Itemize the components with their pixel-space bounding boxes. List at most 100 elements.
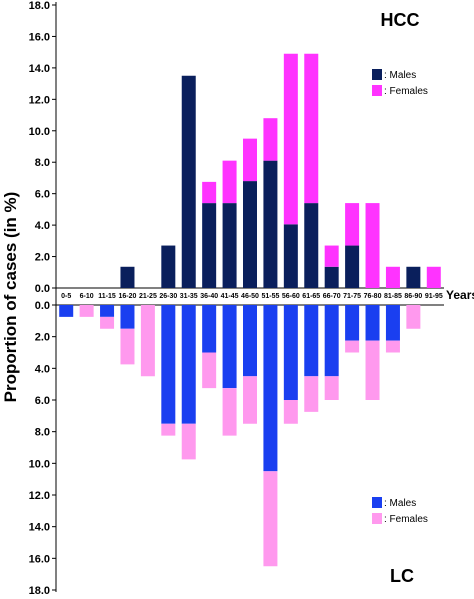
x-tick-label: 91-95 <box>425 293 443 300</box>
bottom-y-tick-label: 8.0 <box>35 427 50 439</box>
lc-legend-swatch-1 <box>372 513 382 524</box>
lc-bar-females <box>243 376 257 424</box>
hcc-bar-males <box>345 245 360 288</box>
x-tick-label: 36-40 <box>200 293 218 300</box>
top-y-tick-label: 8.0 <box>35 157 50 169</box>
legend-layer: : Males : Females : Males : Females <box>372 69 428 525</box>
lc-bar-males <box>283 305 298 400</box>
hcc-bar-females <box>202 181 217 204</box>
x-tick-label: 11-15 <box>98 293 116 300</box>
lc-bar-females <box>324 376 339 400</box>
lc-bar-males <box>120 305 135 329</box>
hcc-bar-females <box>304 53 319 204</box>
y-axis-label: Proportion of cases (in %) <box>1 192 20 403</box>
x-tick-label: 46-50 <box>241 293 259 300</box>
hcc-bar-males <box>304 203 319 288</box>
lc-bar-males <box>59 305 74 317</box>
lc-bar-males <box>243 305 257 377</box>
bottom-y-tick-label: 16.0 <box>29 553 50 565</box>
x-tick-label: 76-80 <box>364 293 382 300</box>
bottom-y-tick-label: 14.0 <box>29 522 50 534</box>
x-tick-label: 81-85 <box>384 293 402 300</box>
hcc-bar-males <box>406 266 421 288</box>
lc-bar-males <box>304 305 319 377</box>
lc-bar-females <box>304 376 319 412</box>
x-tick-label: 66-70 <box>323 293 341 300</box>
lc-bar-females <box>345 340 360 353</box>
lc-bar-females <box>100 316 115 329</box>
chart-title-lc: LC <box>390 566 414 586</box>
labels-layer: 0.0 2.0 4.0 6.0 8.0 10.0 12.0 14.0 16.0 18.0 0.0 2.… <box>29 0 443 597</box>
lc-bar-males <box>202 305 217 353</box>
chart-title-hcc: HCC <box>381 10 420 30</box>
hcc-bar-males <box>263 160 278 288</box>
lc-bar-males <box>345 305 360 341</box>
hcc-legend-swatch-0 <box>372 69 382 80</box>
lc-bar-females <box>79 305 94 317</box>
hcc-legend-swatch-1 <box>372 85 382 96</box>
lc-bar-females <box>263 471 278 567</box>
hcc-bar-females <box>283 53 298 225</box>
hcc-bar-males <box>324 266 339 288</box>
bottom-y-tick-label: 18.0 <box>29 585 50 594</box>
bottom-y-tick-label: 4.0 <box>35 363 50 375</box>
hcc-legend-label-1: : Females <box>384 86 428 97</box>
lc-legend-swatch-0 <box>372 497 382 508</box>
x-tick-label: 41-45 <box>221 293 239 300</box>
hcc-bar-females <box>345 203 360 246</box>
hcc-bar-females <box>263 118 278 161</box>
hcc-bar-females <box>426 266 441 288</box>
x-tick-label: 21-25 <box>139 293 157 300</box>
x-tick-label: 61-65 <box>302 293 320 300</box>
x-tick-label: 6-10 <box>80 293 94 300</box>
hcc-bar-females <box>385 266 400 288</box>
lc-bar-males <box>385 305 400 341</box>
top-y-tick-label: 16.0 <box>29 31 50 43</box>
lc-bar-males <box>365 305 380 341</box>
x-tick-label: 0-5 <box>61 293 71 300</box>
bottom-y-tick-label: 6.0 <box>35 395 50 407</box>
x-tick-label: 56-60 <box>282 293 300 300</box>
top-y-tick-label: 2.0 <box>35 252 50 264</box>
bottom-y-tick-label: 2.0 <box>35 332 50 344</box>
hcc-bar-males <box>222 203 237 288</box>
hcc-bar-males <box>120 266 135 288</box>
top-y-tick-label: 18.0 <box>29 0 50 12</box>
x-tick-label: 51-55 <box>261 293 279 300</box>
lc-bar-males <box>222 305 237 389</box>
hcc-bar-females <box>324 245 339 267</box>
hcc-bar-females <box>243 138 257 182</box>
top-y-tick-label: 10.0 <box>29 126 50 138</box>
lc-bar-females <box>222 388 237 436</box>
x-tick-label: 31-35 <box>180 293 198 300</box>
lc-legend-label-1: : Females <box>384 514 428 525</box>
lc-bar-males <box>263 305 278 472</box>
bars-layer <box>59 53 441 567</box>
hcc-bar-females <box>222 160 237 204</box>
x-axis-label: Years <box>446 288 474 302</box>
hcc-bar-females <box>365 203 380 288</box>
hcc-bar-males <box>181 75 196 288</box>
lc-bar-females <box>120 328 135 365</box>
lc-bar-females <box>181 423 196 460</box>
hcc-bar-males <box>161 245 176 288</box>
bottom-y-tick-label: 10.0 <box>29 458 50 470</box>
top-y-tick-label: 12.0 <box>29 94 50 106</box>
bottom-y-tick-label: 0.0 <box>35 300 50 312</box>
lc-bar-females <box>385 340 400 353</box>
hcc-legend-label-0: : Males <box>384 70 416 81</box>
x-tick-label: 86-90 <box>404 293 422 300</box>
bottom-y-tick-label: 12.0 <box>29 490 50 502</box>
lc-bar-females <box>140 305 155 377</box>
top-y-tick-label: 4.0 <box>35 220 50 232</box>
lc-bar-males <box>100 305 115 317</box>
lc-bar-females <box>202 352 217 389</box>
hcc-bar-males <box>283 224 298 288</box>
lc-legend-label-0: : Males <box>384 498 416 509</box>
x-tick-label: 71-75 <box>343 293 361 300</box>
hcc-bar-males <box>243 181 257 288</box>
lc-bar-females <box>365 340 380 400</box>
x-tick-label: 26-30 <box>159 293 177 300</box>
